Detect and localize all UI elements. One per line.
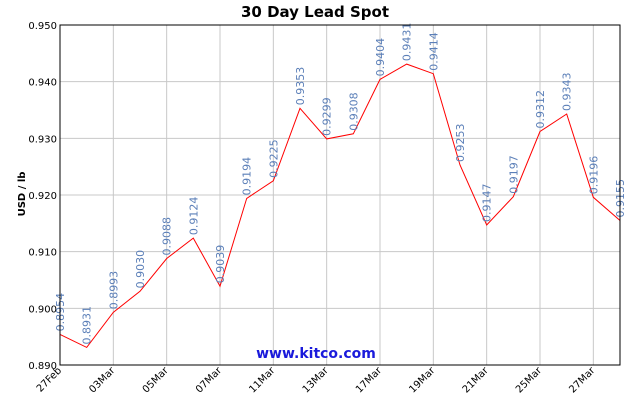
data-label: 0.9124 <box>187 197 200 236</box>
data-label: 0.9197 <box>507 155 520 194</box>
y-tick-label: 0.900 <box>28 304 57 315</box>
x-tick-label: 25Mar <box>514 365 545 396</box>
data-label: 0.9312 <box>534 90 547 129</box>
price-line <box>59 63 621 349</box>
data-label: 0.9414 <box>427 32 440 71</box>
data-label: 0.8931 <box>81 306 94 345</box>
data-label: 0.9030 <box>134 250 147 289</box>
y-tick-label: 0.910 <box>28 248 57 259</box>
data-label: 0.9343 <box>561 72 574 111</box>
data-label: 0.9253 <box>454 123 467 162</box>
x-tick-label: 07Mar <box>194 365 225 396</box>
data-label: 0.9225 <box>267 139 280 178</box>
x-tick-label: 13Mar <box>301 365 332 396</box>
data-label: 0.9088 <box>161 217 174 256</box>
data-label: 0.8993 <box>107 271 120 310</box>
x-tick-label: 11Mar <box>247 365 278 396</box>
grid <box>59 24 620 366</box>
x-tick-label: 03Mar <box>87 365 118 396</box>
x-tick-label: 19Mar <box>407 365 438 396</box>
data-label: 0.9039 <box>214 245 227 284</box>
x-tick-label: 05Mar <box>141 365 172 396</box>
y-tick-label: 0.940 <box>28 78 57 89</box>
kitco-watermark: www.kitco.com <box>256 346 376 362</box>
plot-frame <box>59 24 621 366</box>
data-label: 0.9404 <box>374 38 387 77</box>
y-tick-label: 0.950 <box>28 21 57 32</box>
data-label: 0.9194 <box>241 157 254 196</box>
data-labels: 0.8954 0.89310.89930.90300.90880.91240.90… <box>54 23 627 345</box>
y-axis-label: USD / lb <box>17 172 28 217</box>
x-tick-label: 17Mar <box>354 365 385 396</box>
y-tick-label: 0.930 <box>28 134 57 145</box>
chart-title: 30 Day Lead Spot <box>241 3 389 21</box>
y-axis-ticks: 0.950 0.940 0.930 0.920 0.910 0.900 0.890 <box>28 21 57 372</box>
x-axis-ticks: 27Feb 03Mar 05Mar 07Mar 11Mar 13Mar 17Mar 19Mar… <box>35 365 598 396</box>
data-label: 0.9299 <box>321 97 334 136</box>
y-tick-label: 0.920 <box>28 191 57 202</box>
data-label: 0.9353 <box>294 67 307 106</box>
x-tick-label: 21Mar <box>461 365 492 396</box>
data-label: 0.9147 <box>481 184 494 222</box>
y-tick-label: 0.890 <box>28 361 57 372</box>
data-label: 0.9308 <box>347 92 360 131</box>
data-label: 0.9431 <box>401 23 414 62</box>
data-label: 0.9196 <box>587 156 600 195</box>
x-tick-label: 27Mar <box>567 365 598 396</box>
